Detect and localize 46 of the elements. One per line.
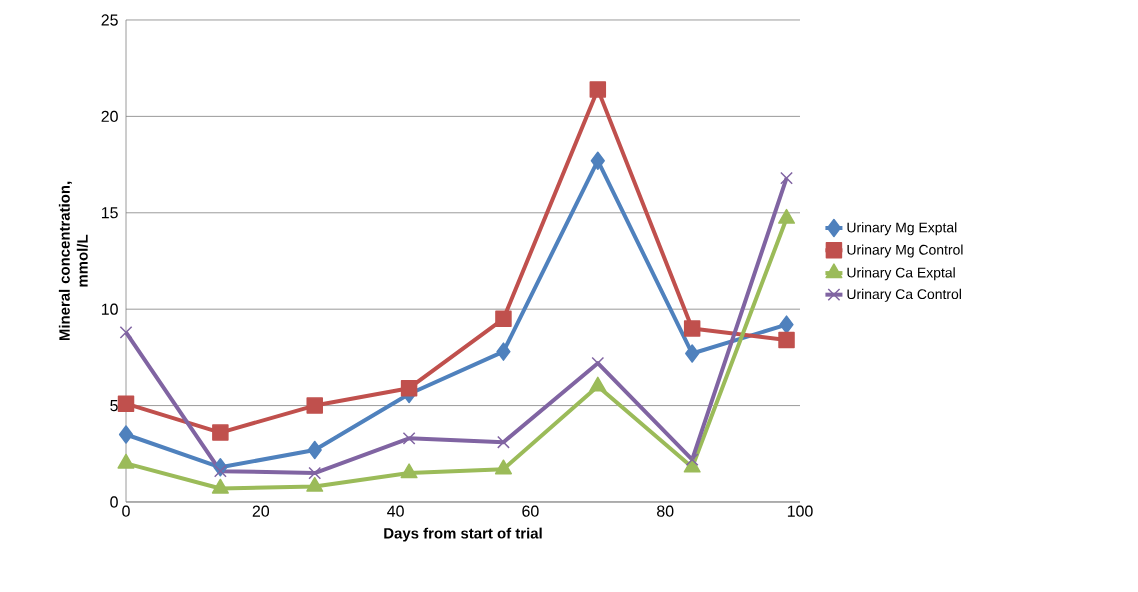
point <box>780 171 793 185</box>
y-tick-label: 0 <box>110 496 118 508</box>
point <box>308 466 322 480</box>
point <box>400 379 418 397</box>
point <box>306 397 323 414</box>
point <box>400 463 418 479</box>
point <box>778 331 795 349</box>
legend-label: Urinary Mg Control <box>847 244 963 258</box>
point <box>117 395 135 412</box>
y-tick-label: 10 <box>101 303 118 315</box>
point <box>212 424 229 441</box>
point <box>211 478 229 494</box>
y-tick-label: 15 <box>101 207 118 219</box>
point <box>494 459 512 475</box>
y-axis-title: Mineral concentration, mmol/L <box>58 181 88 341</box>
legend-label: Urinary Ca Control <box>847 288 961 302</box>
point <box>117 453 135 469</box>
x-tick-label: 100 <box>787 505 813 517</box>
point <box>589 81 607 98</box>
point <box>683 457 701 473</box>
y-tick-label: 5 <box>110 400 118 412</box>
point <box>779 315 794 334</box>
point <box>497 435 510 449</box>
point <box>683 320 701 337</box>
x-tick-label: 40 <box>387 505 404 517</box>
point <box>306 476 324 492</box>
x-tick-label: 20 <box>252 505 270 517</box>
point <box>307 440 322 460</box>
y-tick-label: 20 <box>101 110 118 123</box>
point <box>685 453 699 466</box>
point <box>590 151 605 170</box>
point <box>589 376 607 392</box>
y-tick-label: 25 <box>101 14 118 26</box>
x-tick-label: 80 <box>657 505 674 517</box>
x-axis-title: Days from start of trial <box>384 527 542 542</box>
point <box>402 431 416 445</box>
legend-label: Urinary Ca Exptal <box>847 267 955 281</box>
x-tick-label: 60 <box>522 505 539 517</box>
point <box>495 310 512 328</box>
point <box>213 464 227 478</box>
legend-label: Urinary Mg Exptal <box>847 222 957 236</box>
point <box>685 344 700 363</box>
point <box>118 425 134 444</box>
x-tick-label: 0 <box>122 505 130 517</box>
point <box>496 342 511 361</box>
point <box>119 325 133 339</box>
